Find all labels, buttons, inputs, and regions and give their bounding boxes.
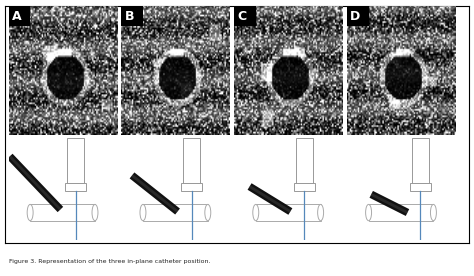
Ellipse shape: [318, 204, 324, 221]
Bar: [369, 204, 433, 221]
Bar: [121, 6, 143, 26]
Text: Figure 3. Representation of the three in-plane catheter position.: Figure 3. Representation of the three in…: [9, 259, 211, 264]
Ellipse shape: [365, 204, 372, 221]
Bar: [293, 183, 315, 191]
Ellipse shape: [92, 204, 98, 221]
Ellipse shape: [253, 204, 259, 221]
Text: B: B: [125, 10, 134, 23]
Ellipse shape: [430, 204, 437, 221]
Bar: [143, 204, 208, 221]
Bar: [412, 138, 429, 183]
Bar: [9, 6, 30, 26]
Ellipse shape: [140, 204, 146, 221]
Bar: [296, 138, 313, 183]
Text: D: D: [350, 10, 360, 23]
Ellipse shape: [205, 204, 211, 221]
Bar: [30, 204, 95, 221]
Bar: [234, 6, 256, 26]
Text: C: C: [237, 10, 246, 23]
Bar: [256, 204, 320, 221]
Text: A: A: [12, 10, 21, 23]
Bar: [181, 183, 202, 191]
Bar: [410, 183, 431, 191]
Ellipse shape: [27, 204, 33, 221]
Bar: [67, 138, 84, 183]
Bar: [183, 138, 200, 183]
Bar: [347, 6, 369, 26]
Bar: [65, 183, 86, 191]
